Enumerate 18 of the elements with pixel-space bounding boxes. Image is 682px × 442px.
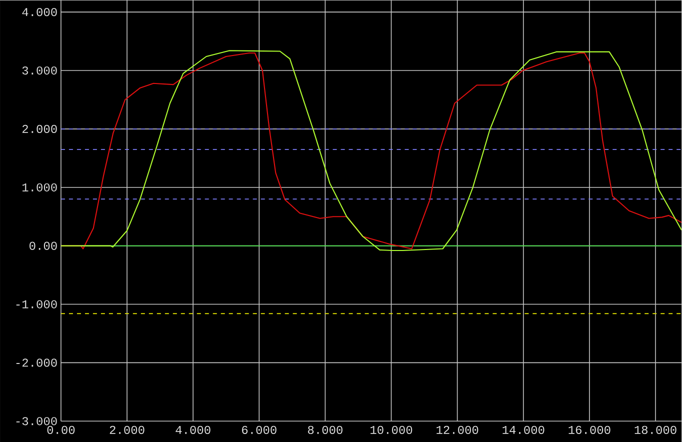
- y-tick-label: 1.000: [22, 183, 57, 192]
- x-tick-label: 0.00: [47, 426, 75, 434]
- x-tick-label: 10.000: [370, 426, 412, 434]
- x-tick-label: 18.000: [634, 426, 676, 434]
- x-tick-label: 4.000: [176, 426, 210, 434]
- y-tick-label: 4.000: [22, 8, 57, 16]
- y-tick-label: -3.000: [16, 417, 57, 426]
- x-tick-label: 8.000: [308, 426, 342, 434]
- y-tick-label: -2.000: [16, 358, 57, 367]
- y-tick-label: 0.00: [30, 242, 57, 250]
- x-tick-label: 16.000: [568, 426, 610, 434]
- x-tick-label: 14.000: [502, 426, 544, 434]
- x-tick-label: 6.000: [242, 426, 276, 434]
- x-tick-label: 2.000: [110, 426, 144, 434]
- x-tick-label: 12.000: [436, 426, 478, 434]
- y-tick-label: -1.000: [16, 300, 57, 308]
- y-tick-label: 2.000: [22, 124, 57, 133]
- y-tick-label: 3.000: [22, 66, 57, 75]
